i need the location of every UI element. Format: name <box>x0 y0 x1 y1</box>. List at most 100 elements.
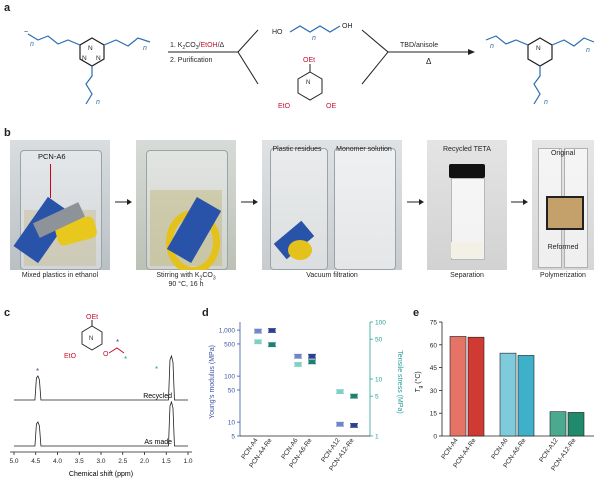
svg-text:OE: OE <box>326 103 336 110</box>
d-data-point <box>336 389 344 394</box>
nmr-spectra: OEt EtO O N * * 5.0 4.5 4.0 3.5 3.0 2.5 2.0 1.5… <box>9 314 192 478</box>
heat-label: Δ <box>426 57 432 66</box>
star-blue-structure: * <box>116 338 119 347</box>
caption-polymerization: Polymerization <box>540 272 586 279</box>
d-right-tick-label: 10 <box>375 377 383 384</box>
caption-mixed-plastics: Mixed plastics in ethanol <box>21 272 99 279</box>
star-blue-peak: * <box>36 367 39 376</box>
d-data-point <box>268 328 276 333</box>
d-left-tick-label: 50 <box>228 387 236 394</box>
arrow-b3 <box>407 199 424 205</box>
svg-text:O: O <box>103 351 109 358</box>
nmr-tick-label: 2.0 <box>140 458 149 465</box>
photo-polymerization: Original Reformed <box>532 140 594 270</box>
svg-text:OEt: OEt <box>303 57 315 64</box>
nmr-label-as-made: As made <box>144 439 172 446</box>
label-monomer-solution: Monomer solution <box>336 146 392 153</box>
triethyl-cyanurate: OEt EtO OE N <box>278 57 336 110</box>
caption-vacuum-filtration: Vacuum filtration <box>306 272 358 279</box>
svg-text:HO: HO <box>272 29 283 36</box>
d-left-tick-label: 1,000 <box>219 328 236 335</box>
d-left-tick-label: 500 <box>224 341 235 348</box>
label-recycled-teta: Recycled TETA <box>443 146 491 153</box>
nmr-structure: OEt EtO O N * * <box>64 314 127 364</box>
triazine-n-2: N <box>82 55 87 62</box>
catalyst-label: TBD/anisole <box>400 42 438 49</box>
e-tick-label: 45 <box>430 365 438 372</box>
e-bar <box>467 336 485 437</box>
nmr-tick-label: 3.0 <box>96 458 105 465</box>
ylabel-youngs-modulus: Young's modulus (MPa) <box>209 345 216 419</box>
label-plastic-residues: Plastic residues <box>272 146 322 153</box>
nmr-tick-label: 3.5 <box>75 458 84 465</box>
polymer-network-left <box>27 33 151 105</box>
panel-letter-d: d <box>202 307 209 319</box>
svg-text:n: n <box>490 43 494 50</box>
d-left-tick-label: 100 <box>224 374 235 381</box>
caption-stirring-conditions: 90 °C, 16 h <box>168 281 204 288</box>
nmr-tick-label: 1.5 <box>162 458 171 465</box>
d-data-point <box>350 423 358 428</box>
d-data-point <box>254 329 262 333</box>
arrow-b4 <box>511 199 528 205</box>
diol-monomer: HO OH n <box>272 23 353 42</box>
svg-text:n: n <box>544 99 548 106</box>
nmr-trace-as-made <box>14 400 188 447</box>
svg-text:OH: OH <box>342 23 353 30</box>
cu-logo <box>546 196 584 230</box>
nmr-trace-recycled <box>14 354 188 401</box>
e-tick-label: 15 <box>430 411 438 418</box>
n-label-1: n <box>30 41 34 48</box>
reaction-scheme: ~ n n n N N N 1. K2CO3/EtOH/Δ 2. Purific… <box>24 23 595 110</box>
e-tick-label: 0 <box>433 434 437 441</box>
svg-text:OEt: OEt <box>86 314 98 321</box>
e-tick-label: 60 <box>430 342 438 349</box>
label-reformed: Reformed <box>547 244 579 251</box>
n-label-3: n <box>96 99 100 106</box>
ylabel-tg: Tg (°C) <box>414 371 424 393</box>
photo-stirring <box>136 140 236 270</box>
e-bar <box>499 352 517 437</box>
polymer-network-right <box>485 35 595 105</box>
triazine-n-3: N <box>96 55 101 62</box>
label-pcn-a6: PCN-A6 <box>38 152 66 161</box>
caption-stirring: Stirring with K2CO3 <box>156 272 216 282</box>
d-left-tick-label: 5 <box>231 434 235 441</box>
nmr-xlabel: Chemical shift (ppm) <box>69 471 133 478</box>
photo-vacuum-filtration: Plastic residues Monomer solution <box>262 140 402 270</box>
panel-letter-c: c <box>4 307 11 319</box>
nmr-label-recycled: Recycled <box>143 393 172 400</box>
e-bar <box>449 336 467 437</box>
svg-text:EtO: EtO <box>278 103 291 110</box>
condition-step-2: 2. Purification <box>170 57 213 64</box>
e-tick-label: 75 <box>430 320 438 327</box>
nmr-tick-label: 5.0 <box>9 458 18 465</box>
d-data-point <box>294 354 302 359</box>
svg-text:N: N <box>306 80 310 86</box>
d-left-tick-label: 10 <box>228 420 236 427</box>
arrow-b2 <box>241 199 258 205</box>
d-right-tick-label: 50 <box>375 337 383 344</box>
nmr-tick-label: 2.5 <box>118 458 127 465</box>
caption-separation: Separation <box>450 272 484 279</box>
e-bar <box>567 412 585 437</box>
star-teal-peak: * <box>155 365 158 374</box>
svg-text:EtO: EtO <box>64 353 77 360</box>
chain-end-wavy: ~ <box>24 29 28 36</box>
label-original: Original <box>550 150 576 157</box>
triazine-n-1: N <box>88 45 93 52</box>
e-tick-label: 30 <box>430 388 438 395</box>
d-data-point <box>336 422 344 427</box>
condition-step-1: 1. K2CO3/EtOH/Δ <box>170 42 225 51</box>
photo-mixed-plastics: PCN-A6 <box>10 140 110 270</box>
n-label-2: n <box>143 45 147 52</box>
nmr-tick-label: 4.0 <box>53 458 62 465</box>
d-right-tick-label: 5 <box>375 394 379 401</box>
nmr-tick-label: 4.5 <box>31 458 40 465</box>
svg-text:n: n <box>586 47 590 54</box>
d-data-point <box>254 339 262 344</box>
d-data-point <box>308 360 316 364</box>
photo-separation: Recycled TETA <box>427 140 507 270</box>
